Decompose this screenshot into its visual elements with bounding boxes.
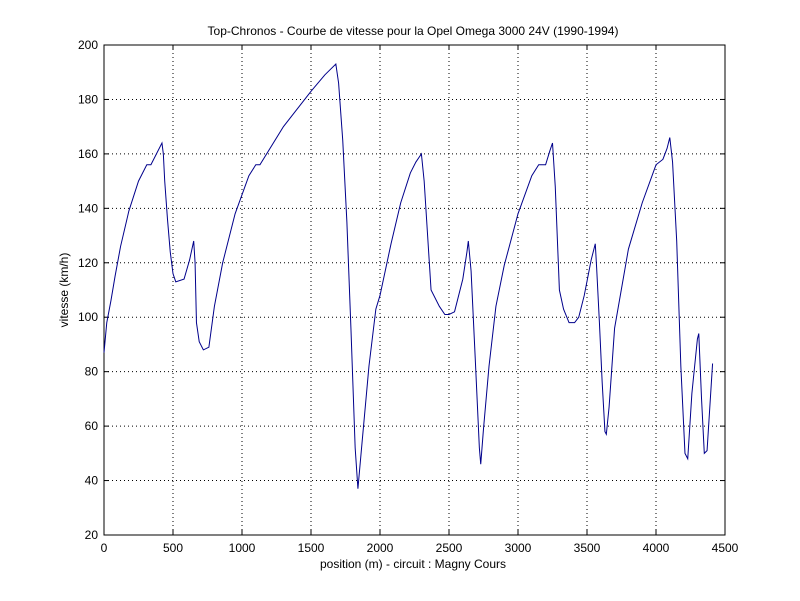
y-tick-label: 100 xyxy=(78,310,98,324)
x-axis-label: position (m) - circuit : Magny Cours xyxy=(320,557,506,571)
y-tick-label: 140 xyxy=(78,201,98,215)
x-tick-label: 0 xyxy=(101,541,108,555)
ticks xyxy=(103,44,726,536)
plot-frame xyxy=(103,44,726,536)
speed-series-line xyxy=(103,63,714,489)
x-tick-label: 2000 xyxy=(367,541,394,555)
x-tick-label: 1500 xyxy=(298,541,325,555)
y-tick-label: 160 xyxy=(78,147,98,161)
y-tick-label: 40 xyxy=(85,474,99,488)
y-tick-label: 180 xyxy=(78,92,98,106)
x-tick-label: 500 xyxy=(163,541,183,555)
chart-title: Top-Chronos - Courbe de vitesse pour la … xyxy=(208,24,619,38)
x-tick-label: 4500 xyxy=(712,541,739,555)
x-tick-label: 1000 xyxy=(229,541,256,555)
y-tick-label: 60 xyxy=(85,419,99,433)
x-tick-label: 3000 xyxy=(505,541,532,555)
y-tick-label: 80 xyxy=(85,365,99,379)
y-tick-label: 200 xyxy=(78,38,98,52)
y-axis-label: vitesse (km/h) xyxy=(57,253,71,328)
x-tick-label: 2500 xyxy=(436,541,463,555)
tick-labels: 0 500 1000 1500 2000 2500 3000 3500 4000 4500 20 40… xyxy=(78,38,739,555)
y-tick-label: 120 xyxy=(78,256,98,270)
x-tick-label: 3500 xyxy=(574,541,601,555)
plot-area xyxy=(104,45,725,535)
grid xyxy=(104,45,725,535)
y-tick-label: 20 xyxy=(85,528,99,542)
x-tick-label: 4000 xyxy=(643,541,670,555)
